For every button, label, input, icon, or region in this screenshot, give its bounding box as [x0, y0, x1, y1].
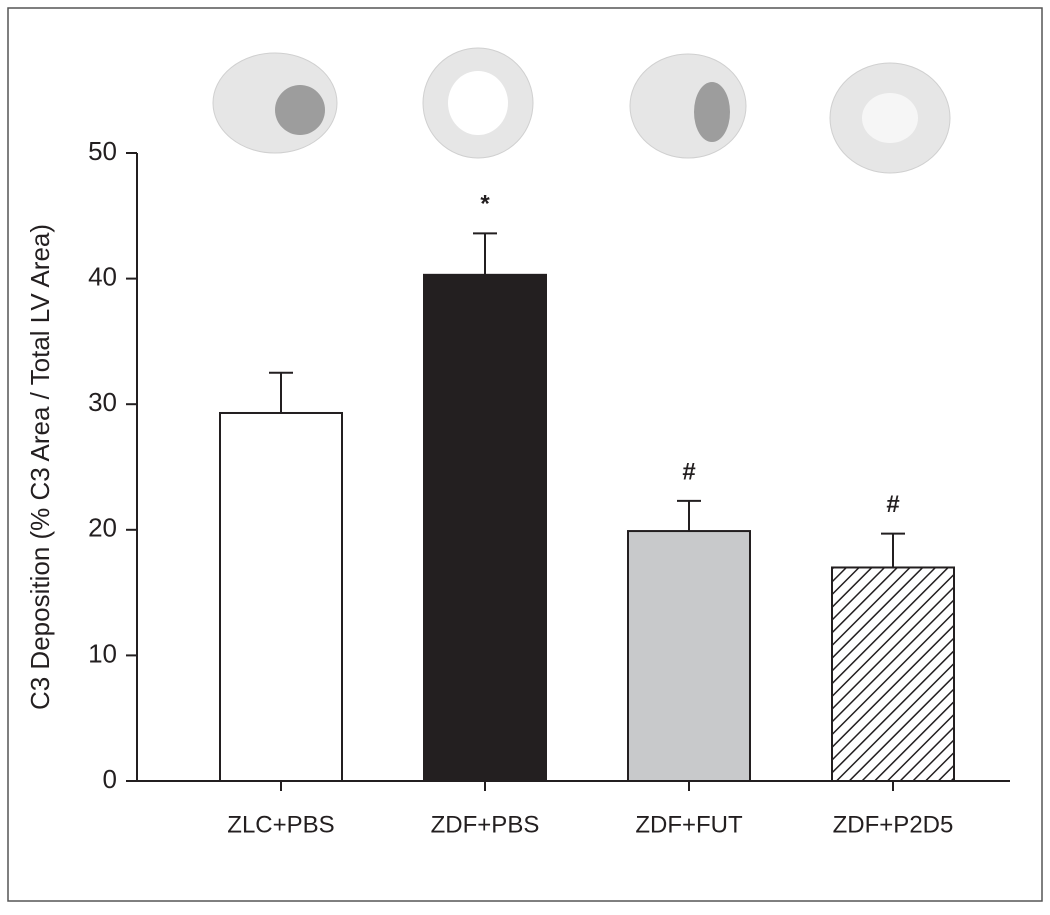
x-tick-label: ZDF+FUT [635, 811, 743, 838]
bar [219, 411, 343, 782]
x-tick-label: ZLC+PBS [227, 811, 334, 838]
y-tick-label: 30 [88, 387, 117, 417]
bar [423, 273, 547, 782]
y-tick-label: 40 [88, 261, 117, 291]
heart-images [212, 47, 951, 174]
frame [7, 7, 1043, 902]
significance-marker: # [682, 458, 695, 485]
y-tick-label: 50 [88, 136, 117, 166]
y-tick-label: 20 [88, 513, 117, 543]
significance-marker: # [886, 491, 899, 518]
x-tick-label: ZDF+P2D5 [833, 811, 954, 838]
y-tick-label: 0 [103, 764, 117, 794]
bar [627, 530, 751, 783]
y-axis-label: C3 Deposition (% C3 Area / Total LV Area… [25, 224, 55, 710]
x-tick-label: ZDF+PBS [431, 811, 540, 838]
bar [831, 566, 955, 782]
significance-marker: * [480, 191, 490, 218]
y-tick-label: 10 [88, 638, 117, 668]
